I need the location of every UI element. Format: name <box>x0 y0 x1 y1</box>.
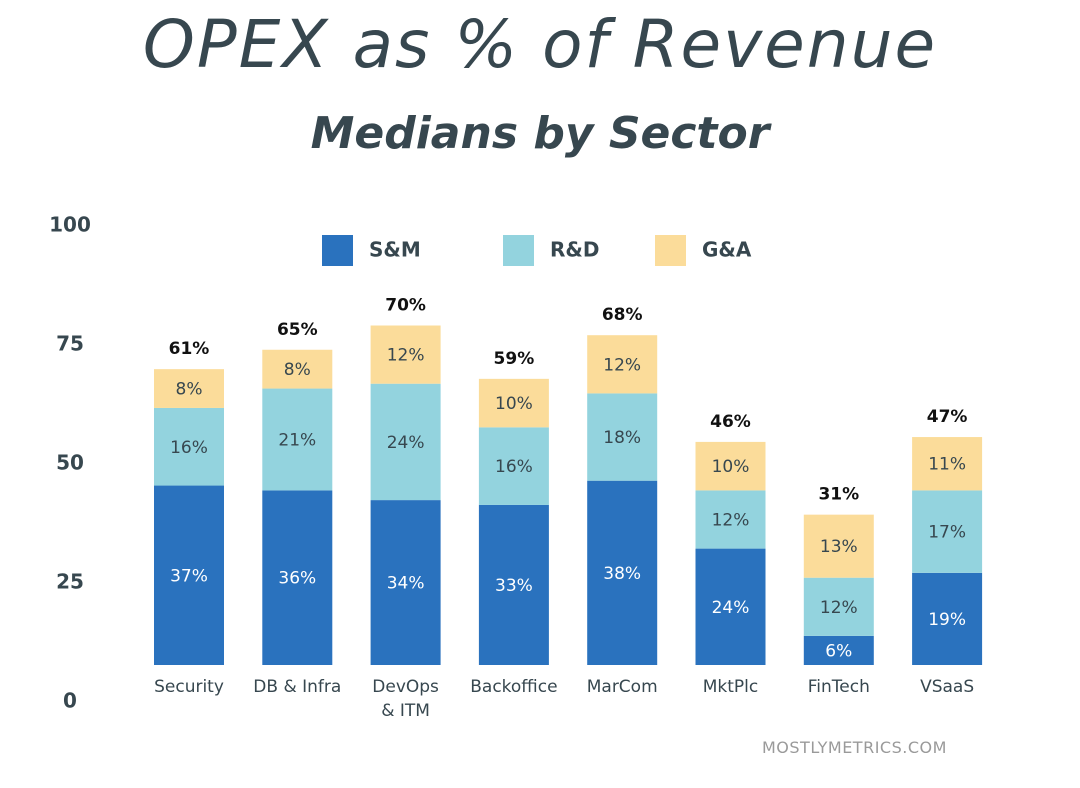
bar-segment <box>370 500 441 665</box>
bar-segment <box>912 490 983 573</box>
x-tick-label: & ITM <box>381 701 430 721</box>
bar-segment <box>912 437 983 491</box>
bar-total-label: 68% <box>602 305 643 325</box>
legend-swatch <box>503 235 534 266</box>
bar-value-label: 12% <box>387 346 425 366</box>
x-tick-label: FinTech <box>808 677 870 697</box>
bar-segment <box>803 514 874 578</box>
bar-total-label: 61% <box>169 339 210 359</box>
bar-total-label: 47% <box>927 407 968 427</box>
bar-segment <box>587 335 658 394</box>
chart-title: OPEX as % of Revenue <box>142 6 938 83</box>
bar-value-label: 13% <box>820 537 858 557</box>
bar-value-label: 18% <box>603 428 641 448</box>
bar-segment <box>695 548 766 665</box>
legend-label: R&D <box>550 238 599 262</box>
bar-total-label: 70% <box>385 296 426 316</box>
bar-value-label: 24% <box>387 433 425 453</box>
bar-value-label: 12% <box>712 511 750 531</box>
bar-segment <box>803 635 874 665</box>
bar-value-label: 12% <box>820 598 858 618</box>
bar-segment <box>370 325 441 384</box>
x-tick-label: DB & Infra <box>253 677 341 697</box>
bar-value-label: 21% <box>278 430 316 450</box>
bar-value-label: 24% <box>712 598 750 618</box>
y-tick-label: 50 <box>56 451 84 475</box>
bar-value-label: 8% <box>176 380 203 400</box>
bar-value-label: 19% <box>928 610 966 630</box>
bar-value-label: 38% <box>603 564 641 584</box>
bar-segment <box>370 383 441 501</box>
bar-value-label: 34% <box>387 574 425 594</box>
bar-segment <box>478 504 549 665</box>
x-tick-label: MarCom <box>587 677 658 697</box>
bar-total-label: 59% <box>494 349 535 369</box>
bar-value-label: 11% <box>928 455 966 475</box>
bar-value-label: 6% <box>825 641 852 661</box>
y-tick-label: 25 <box>56 570 84 594</box>
legend-swatch <box>655 235 686 266</box>
bar-segment <box>154 369 224 408</box>
y-tick-label: 75 <box>56 332 84 356</box>
bar-value-label: 17% <box>928 523 966 543</box>
chart-subtitle: Medians by Sector <box>310 108 770 159</box>
bar-value-label: 36% <box>278 569 316 589</box>
bar-segment <box>262 490 333 665</box>
bar-segment <box>478 378 549 428</box>
bar-segment <box>262 349 333 389</box>
bar-segment <box>695 490 766 549</box>
bar-total-label: 46% <box>710 412 751 432</box>
x-tick-label: Backoffice <box>470 677 557 697</box>
legend-label: S&M <box>369 238 421 262</box>
bar-value-label: 12% <box>603 355 641 375</box>
x-tick-label: VSaaS <box>920 677 974 697</box>
bar-value-label: 10% <box>495 394 533 414</box>
bar-segment <box>154 485 224 665</box>
legend-swatch <box>322 235 353 266</box>
y-tick-label: 100 <box>49 213 91 237</box>
legend-label: G&A <box>702 238 752 262</box>
x-tick-label: DevOps <box>372 677 439 697</box>
bar-value-label: 16% <box>170 438 208 458</box>
bar-value-label: 16% <box>495 457 533 477</box>
bar-segment <box>587 480 658 665</box>
bar-value-label: 8% <box>284 360 311 380</box>
bar-value-label: 10% <box>712 457 750 477</box>
bar-segment <box>262 388 333 491</box>
bar-segment <box>478 427 549 505</box>
x-tick-label: MktPlc <box>703 677 759 697</box>
watermark: MOSTLYMETRICS.COM <box>762 738 947 757</box>
bar-segment <box>587 393 658 481</box>
bar-value-label: 33% <box>495 576 533 596</box>
bar-segment <box>803 577 874 636</box>
x-tick-label: Security <box>154 677 224 697</box>
bar-segment <box>912 572 983 665</box>
bar-segment <box>154 407 224 486</box>
bar-total-label: 31% <box>818 485 859 505</box>
y-tick-label: 0 <box>63 689 77 713</box>
bar-total-label: 65% <box>277 320 318 340</box>
bar-value-label: 37% <box>170 566 208 586</box>
bar-segment <box>695 441 766 491</box>
